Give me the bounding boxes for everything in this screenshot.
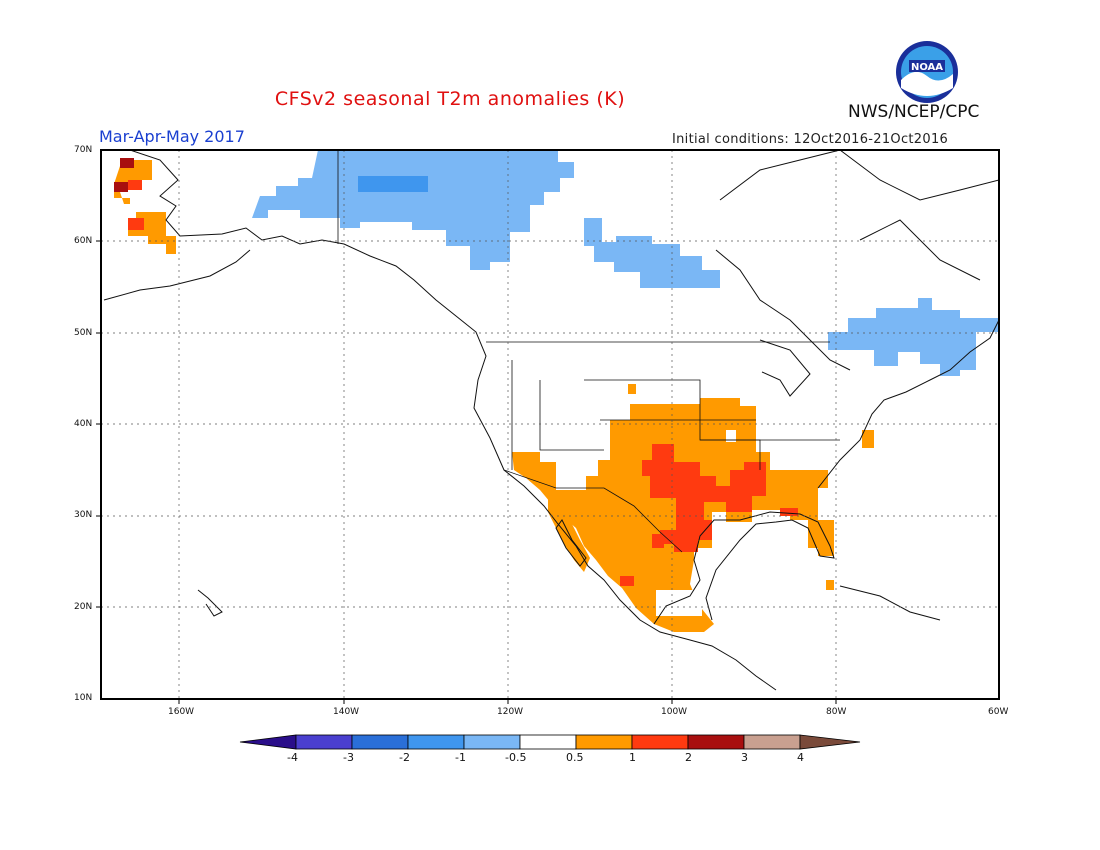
colorbar-label: -3 [343, 751, 354, 764]
noaa-logo: NOAA [895, 40, 959, 104]
graticule [101, 150, 999, 699]
colorbar-label: 0.5 [566, 751, 584, 764]
colorbar-segment-lt-4 [239, 734, 297, 750]
colorbar-segment-05-05 [519, 734, 577, 750]
initial-conditions-label: Initial conditions: 12Oct2016-21Oct2016 [672, 132, 949, 147]
colorbar-label: -0.5 [505, 751, 527, 764]
colorbar-segment-1-05 [463, 734, 521, 750]
colorbar-label: 4 [797, 751, 804, 764]
colorbar-label: 3 [741, 751, 748, 764]
lon-label-160w: 160W [168, 707, 195, 717]
anomaly-layer [114, 150, 999, 632]
colorbar-segment-3-2 [351, 734, 409, 750]
colorbar-label: -1 [455, 751, 466, 764]
colorbar-label: -4 [287, 751, 298, 764]
lon-label-80w: 80W [826, 707, 847, 717]
lat-label-60n: 60N [74, 236, 93, 246]
warm-core-plains [642, 444, 766, 552]
colorbar-segment-3-4 [743, 734, 801, 750]
lon-label-60w: 60W [988, 707, 1009, 717]
lat-label-20n: 20N [74, 602, 93, 612]
colorbar-label: 1 [629, 751, 636, 764]
lat-label-50n: 50N [74, 328, 93, 338]
colorbar-segment-05-1 [575, 734, 633, 750]
lat-label-30n: 30N [74, 510, 93, 520]
agency-label: NWS/NCEP/CPC [848, 102, 980, 122]
cold-anomaly-hudson [584, 218, 720, 288]
lat-label-10n: 10N [74, 693, 93, 703]
cold-anomaly-yukon-core [358, 176, 428, 192]
warm-anomaly-virginia [862, 430, 874, 448]
cold-anomaly-yukon [252, 150, 574, 270]
borders [337, 150, 840, 553]
season-label: Mar-Apr-May 2017 [99, 127, 245, 146]
colorbar-segment-2-1 [407, 734, 465, 750]
warm-anomaly-southwest-mexico [512, 398, 834, 632]
colorbar-segment-2-3 [687, 734, 745, 750]
colorbar-segment-4-3 [295, 734, 353, 750]
chart-title: CFSv2 seasonal T2m anomalies (K) [274, 88, 626, 110]
noaa-logo-text: NOAA [911, 62, 943, 73]
coastlines [103, 150, 999, 691]
lon-label-100w: 100W [661, 707, 688, 717]
lat-label-40n: 40N [74, 419, 93, 429]
lon-label-140w: 140W [333, 707, 360, 717]
warm-anomaly-alaska-north [114, 160, 152, 204]
cold-anomaly-quebec [828, 298, 999, 376]
colorbar-label: -2 [399, 751, 410, 764]
colorbar-segment-gt-4 [799, 734, 861, 750]
lat-label-70n: 70N [74, 145, 93, 155]
colorbar-segment-1-2 [631, 734, 689, 750]
lon-label-120w: 120W [497, 707, 524, 717]
colorbar-label: 2 [685, 751, 692, 764]
